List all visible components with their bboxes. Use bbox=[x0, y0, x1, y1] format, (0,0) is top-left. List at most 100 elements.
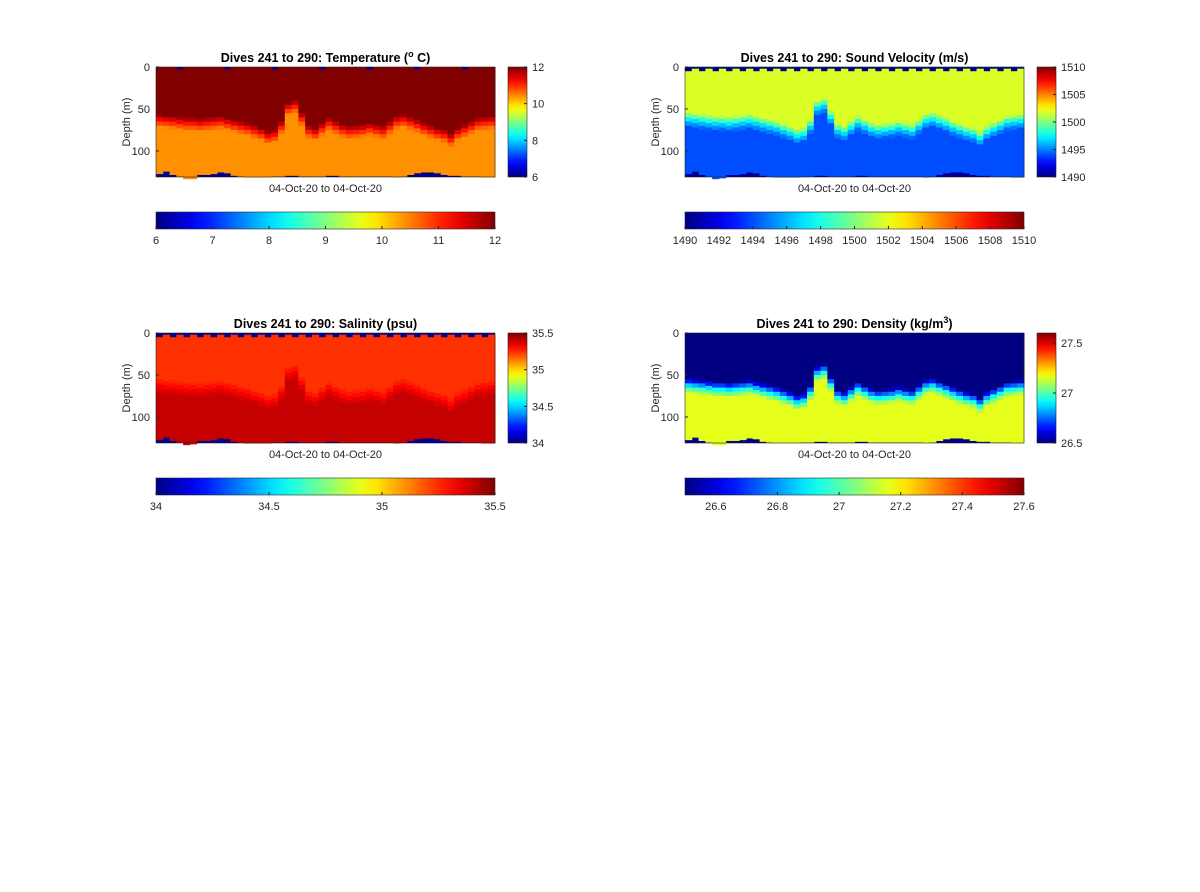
heatmap-cell bbox=[888, 75, 896, 81]
heatmap-cell bbox=[230, 385, 238, 390]
heatmap-cell bbox=[278, 125, 286, 131]
heatmap-cell bbox=[467, 349, 476, 355]
heatmap-cell bbox=[685, 395, 693, 401]
heatmap-cell bbox=[895, 119, 903, 124]
heatmap-cell bbox=[447, 75, 455, 81]
heatmap-cell bbox=[698, 125, 706, 131]
heatmap-cell bbox=[746, 106, 754, 112]
heatmap-cell bbox=[779, 75, 788, 81]
heatmap-cell bbox=[874, 412, 883, 418]
heatmap-cell bbox=[379, 401, 388, 407]
heatmap-cell bbox=[379, 159, 388, 165]
heatmap-cell bbox=[813, 383, 822, 389]
heatmap-cell bbox=[237, 146, 245, 152]
heatmap-cell bbox=[929, 345, 937, 351]
heatmap-cell bbox=[705, 119, 713, 124]
heatmap-cell bbox=[400, 100, 408, 106]
heatmap-cell bbox=[217, 96, 225, 102]
heatmap-cell bbox=[481, 155, 489, 160]
heatmap-cell bbox=[447, 113, 455, 118]
heatmap-cell bbox=[169, 71, 177, 76]
heatmap-cell bbox=[379, 414, 388, 420]
heatmap-cell bbox=[739, 104, 747, 110]
heatmap-cell bbox=[366, 107, 374, 113]
heatmap-cell bbox=[284, 343, 293, 348]
heatmap-cell bbox=[176, 94, 184, 100]
heatmap-cell bbox=[834, 167, 842, 173]
heatmap-cell bbox=[895, 356, 903, 362]
heatmap-cell bbox=[705, 415, 713, 420]
heatmap-cell bbox=[691, 383, 700, 389]
heatmap-cell bbox=[305, 370, 313, 376]
heatmap-cell bbox=[291, 404, 299, 410]
heatmap-cell bbox=[813, 81, 822, 86]
heatmap-cell bbox=[447, 150, 455, 156]
heatmap-cell bbox=[372, 108, 381, 114]
heatmap-cell bbox=[861, 108, 869, 114]
heatmap-cell bbox=[393, 142, 401, 148]
heatmap-cell bbox=[406, 364, 415, 369]
heatmap-cell bbox=[908, 429, 917, 435]
heatmap-cell bbox=[773, 152, 781, 158]
heatmap-cell bbox=[447, 393, 455, 399]
heatmap-cell bbox=[895, 106, 903, 112]
heatmap-cell bbox=[345, 134, 354, 139]
heatmap-cell bbox=[386, 425, 394, 431]
heatmap-cell bbox=[807, 345, 815, 351]
heatmap-cell bbox=[820, 150, 828, 156]
heatmap-cell bbox=[230, 422, 238, 428]
heatmap-cell bbox=[237, 100, 245, 106]
heatmap-cell bbox=[969, 104, 978, 110]
heatmap-cell bbox=[990, 93, 998, 99]
heatmap-cell bbox=[793, 349, 801, 355]
heatmap-cell bbox=[820, 125, 828, 131]
heatmap-cell bbox=[359, 155, 367, 160]
heatmap-cell bbox=[718, 425, 727, 431]
heatmap-cell bbox=[895, 406, 903, 412]
heatmap-cell bbox=[929, 108, 937, 114]
heatmap-cell bbox=[427, 146, 435, 152]
heatmap-cell bbox=[447, 364, 455, 369]
heatmap-cell bbox=[345, 125, 354, 131]
heatmap-cell bbox=[759, 68, 767, 74]
heatmap-cell bbox=[718, 374, 727, 380]
heatmap-cell bbox=[901, 395, 910, 401]
heatmap-cell bbox=[244, 397, 252, 403]
heatmap-cell bbox=[366, 410, 374, 415]
heatmap-cell bbox=[440, 87, 449, 93]
heatmap-cell bbox=[766, 171, 774, 177]
heatmap-cell bbox=[746, 140, 754, 145]
heatmap-cell bbox=[433, 355, 442, 361]
heatmap-cell bbox=[169, 374, 177, 380]
heatmap-cell bbox=[406, 422, 415, 428]
heatmap-cell bbox=[773, 131, 781, 137]
heatmap-cell bbox=[203, 108, 211, 114]
heatmap-cell bbox=[278, 433, 286, 439]
heatmap-cell bbox=[935, 400, 944, 405]
heatmap-cell bbox=[196, 100, 204, 106]
heatmap-cell bbox=[901, 358, 910, 363]
heatmap-cell bbox=[156, 167, 164, 173]
heatmap-cell bbox=[386, 345, 394, 351]
heatmap-cell bbox=[868, 68, 876, 74]
heatmap-cell bbox=[257, 334, 265, 340]
heatmap-cell bbox=[318, 94, 326, 100]
heatmap-cell bbox=[311, 376, 320, 382]
heatmap-cell bbox=[935, 119, 944, 124]
heatmap-cell bbox=[481, 96, 489, 102]
heatmap-cell bbox=[847, 440, 855, 443]
heatmap-cell bbox=[976, 140, 984, 145]
heatmap-cell bbox=[386, 353, 394, 359]
heatmap-cell bbox=[332, 425, 340, 431]
heatmap-cell bbox=[481, 366, 489, 372]
heatmap-cell bbox=[230, 92, 238, 97]
heatmap-cell bbox=[210, 416, 218, 422]
heatmap-cell bbox=[793, 142, 801, 148]
heatmap-cell bbox=[773, 353, 781, 359]
heatmap-cell bbox=[447, 418, 455, 424]
heatmap-cell bbox=[922, 437, 930, 443]
heatmap-cell bbox=[454, 155, 462, 160]
heatmap-cell bbox=[908, 156, 917, 162]
heatmap-cell bbox=[766, 104, 774, 110]
